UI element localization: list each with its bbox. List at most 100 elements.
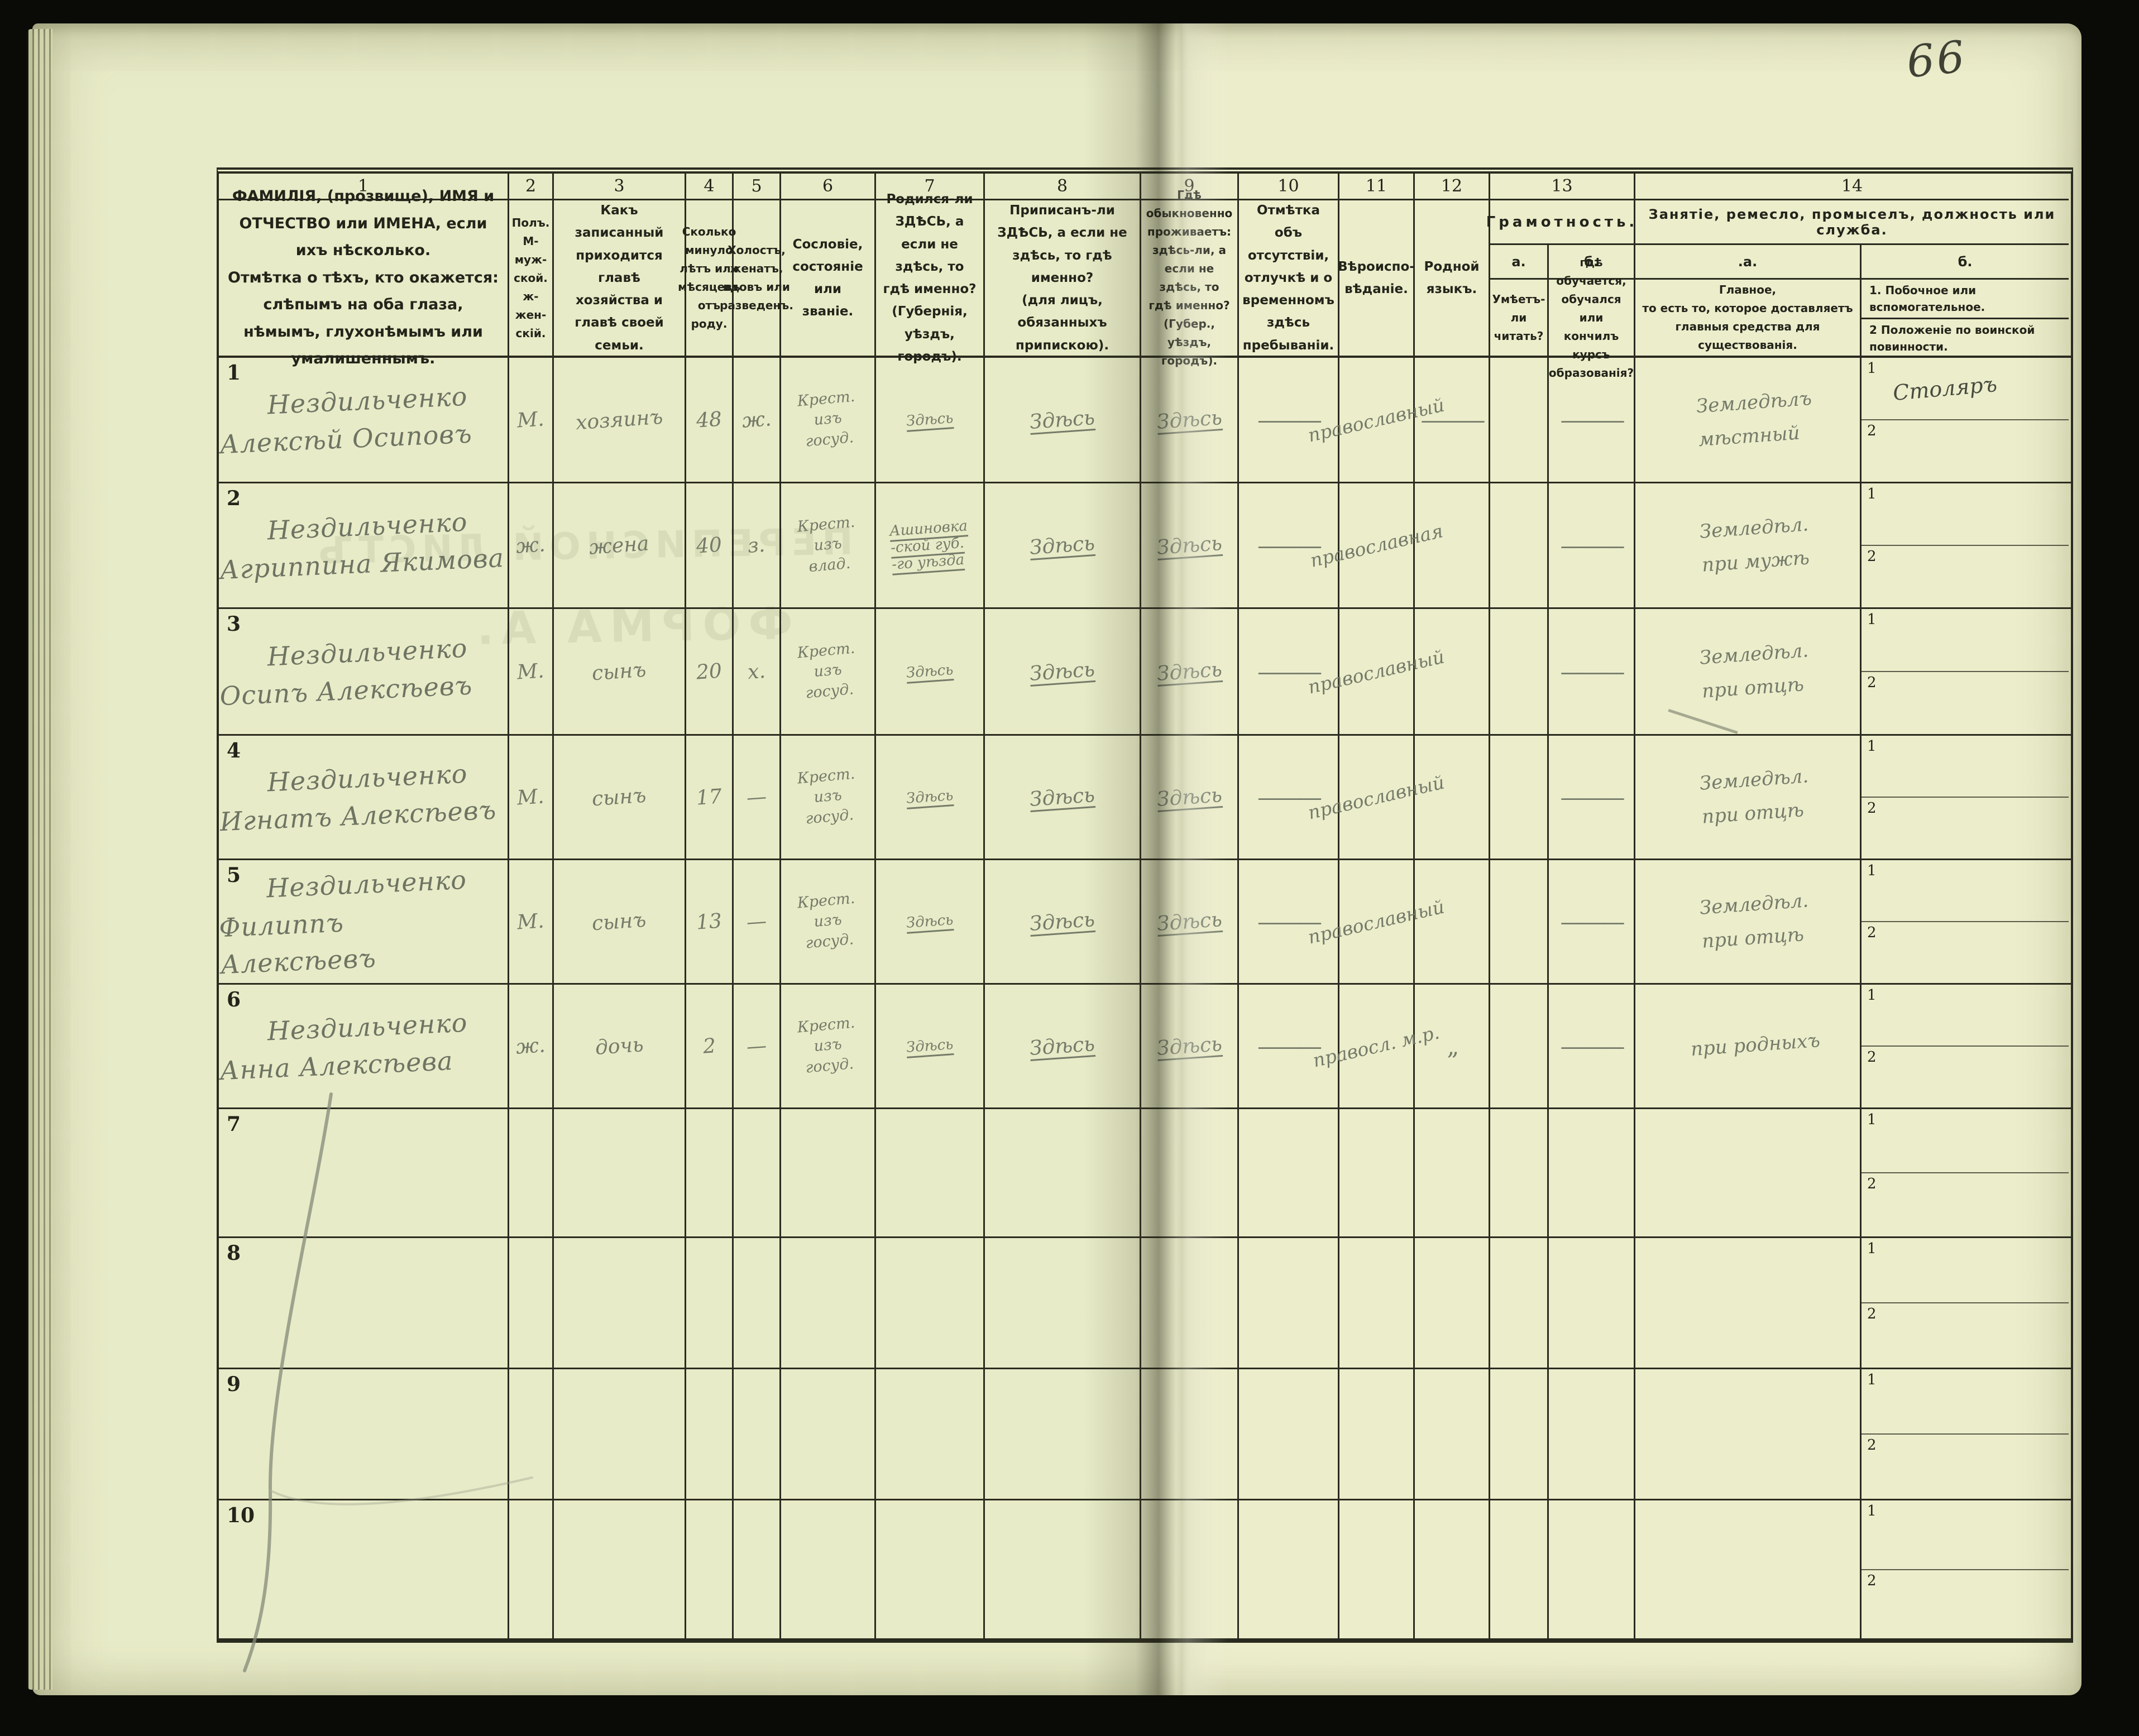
cell-literacy-read: [1490, 860, 1549, 983]
cell-relation: [554, 1109, 686, 1236]
age-value: 40: [695, 533, 723, 558]
sub-number-2: 2: [1867, 1572, 1877, 1589]
absence-value: ———: [1257, 658, 1322, 685]
cell-literacy-read: [1490, 1500, 1549, 1638]
cell-name: 3 Нездильченко Осипъ Алексѣевъ: [219, 609, 509, 734]
cell-age: 13: [686, 860, 734, 983]
cell-religion: [1339, 1238, 1415, 1368]
cell-occupation-side: 1 2: [1862, 860, 2069, 983]
cell-registration: Здѣсь: [985, 736, 1141, 859]
person-name: Нездильченко Осипъ Алексѣевъ: [219, 633, 473, 712]
cell-literacy-read: [1490, 1109, 1549, 1236]
sub-number-1: 1: [1867, 611, 1877, 628]
marital-value: ж.: [741, 407, 772, 433]
marital-value: х.: [747, 659, 767, 684]
cell-marital: —: [734, 736, 781, 859]
cell-marital: [734, 1369, 781, 1499]
registration-value: Здѣсь: [1028, 406, 1096, 434]
cell-absence: [1239, 1109, 1339, 1236]
cell-birthplace: [876, 1500, 985, 1638]
occupation-side-2: 2: [1862, 419, 2069, 482]
header-literacy-b-label: б.: [1549, 245, 1635, 280]
cell-registration: Здѣсь: [985, 609, 1141, 734]
registration-value: Здѣсь: [1028, 783, 1096, 811]
occupation-main-value: [1740, 1433, 1755, 1435]
sub-number-1: 1: [1867, 486, 1877, 502]
sub-number-2: 2: [1867, 674, 1877, 691]
relation-value: хозяинъ: [575, 405, 664, 434]
cell-religion: [1339, 1369, 1415, 1499]
row-number: 1: [227, 361, 241, 385]
cell-sex: М.: [509, 736, 554, 859]
col-number: 1: [219, 174, 509, 200]
table-row: 3 Нездильченко Осипъ Алексѣевъ М. сынъ 2…: [219, 609, 2071, 736]
row-number: 7: [227, 1112, 241, 1136]
registration-value: Здѣсь: [1028, 1032, 1096, 1060]
marital-value: з.: [747, 533, 766, 558]
col-number: 5: [734, 174, 781, 200]
residence-value: Здѣсь: [1156, 783, 1223, 811]
header-occupation-side-1: 1. Побочное или вспомогательное.: [1869, 284, 1985, 314]
row-number: 9: [227, 1373, 241, 1396]
sub-number-2: 2: [1867, 1049, 1877, 1066]
col-number: 12: [1415, 174, 1490, 200]
occupation-side-2: 2: [1862, 1433, 2069, 1499]
birthplace-value: Здѣсь: [905, 787, 954, 807]
cell-registration: Здѣсь: [985, 985, 1141, 1107]
cell-absence: [1239, 1500, 1339, 1638]
cell-language: [1415, 483, 1490, 607]
cell-literacy-school: ———: [1549, 736, 1635, 859]
absence-value: ———: [1257, 531, 1322, 559]
header-age: Сколько минуло лѣтъ или мѣсяцевъ отъ род…: [678, 200, 740, 356]
occupation-side-1: 1: [1862, 1238, 2069, 1302]
header-estate: Сословіе, состояніе или званіе.: [781, 200, 876, 356]
sub-number-2: 2: [1867, 800, 1877, 817]
cell-estate: [781, 1238, 876, 1368]
row-number: 6: [227, 988, 241, 1011]
birthplace-value: Здѣсь: [905, 1036, 954, 1056]
table-body: 1 Нездильченко Алексѣй Осиповъ М. хозяин…: [218, 358, 2071, 1641]
cell-occupation-main: [1635, 1109, 1862, 1236]
cell-estate: Крест. изъ госуд.: [781, 985, 876, 1107]
cell-occupation-main: Земледѣл. при отцѣ: [1635, 736, 1862, 859]
cell-registration: Здѣсь: [985, 860, 1141, 983]
cell-residence: [1141, 1109, 1239, 1236]
sub-number-1: 1: [1867, 1371, 1877, 1388]
cell-occupation-side: 1 2: [1862, 1369, 2069, 1499]
cell-age: 48: [686, 358, 734, 482]
table-row: 8 1 2: [219, 1238, 2071, 1369]
cell-absence: [1239, 1369, 1339, 1499]
header-language: Родной языкъ.: [1415, 200, 1490, 356]
cell-age: [686, 1109, 734, 1236]
cell-residence: Здѣсь: [1141, 860, 1239, 983]
table-row: 5 Нездильченко Филиппъ Алексѣевъ М. сынъ…: [218, 860, 2071, 985]
occupation-side-2: 2: [1862, 1046, 2069, 1107]
occupation-side-2: 2: [1862, 1302, 2069, 1368]
cell-registration: [985, 1500, 1141, 1638]
cell-birthplace: Здѣсь: [876, 985, 985, 1107]
birthplace-value: Ашиновка -ской губ. -го уѣзда: [889, 517, 968, 573]
occupation-main-value: [1740, 1569, 1755, 1570]
literacy-school-value: ———: [1560, 908, 1625, 936]
cell-occupation-main: Земледѣл. при отцѣ: [1635, 609, 1862, 734]
book-page-edges: [27, 29, 52, 1690]
occupation-main-value: Земледѣл. при отцѣ: [1699, 889, 1810, 952]
cell-age: 40: [686, 483, 734, 607]
sub-number-1: 1: [1867, 1503, 1877, 1519]
cell-sex: М.: [509, 358, 554, 482]
header-sex: Полъ. М-муж- ской. ж-жен- скій.: [509, 200, 554, 356]
cell-residence: Здѣсь: [1141, 985, 1239, 1107]
cell-birthplace: Здѣсь: [876, 860, 985, 983]
occupation-side-1: 1: [1862, 609, 2069, 671]
registration-value: Здѣсь: [1028, 531, 1096, 559]
age-value: 2: [702, 1034, 716, 1058]
sex-value: М.: [516, 784, 545, 810]
residence-value: Здѣсь: [1156, 658, 1223, 685]
cell-relation: хозяинъ: [554, 358, 686, 482]
cell-relation: сынъ: [554, 609, 686, 734]
row-number: 3: [227, 612, 241, 636]
cell-literacy-school: ———: [1549, 860, 1635, 983]
cell-literacy-school: [1549, 1109, 1635, 1236]
pencil-stroke: [243, 1092, 533, 1672]
birthplace-value: Здѣсь: [905, 661, 954, 682]
